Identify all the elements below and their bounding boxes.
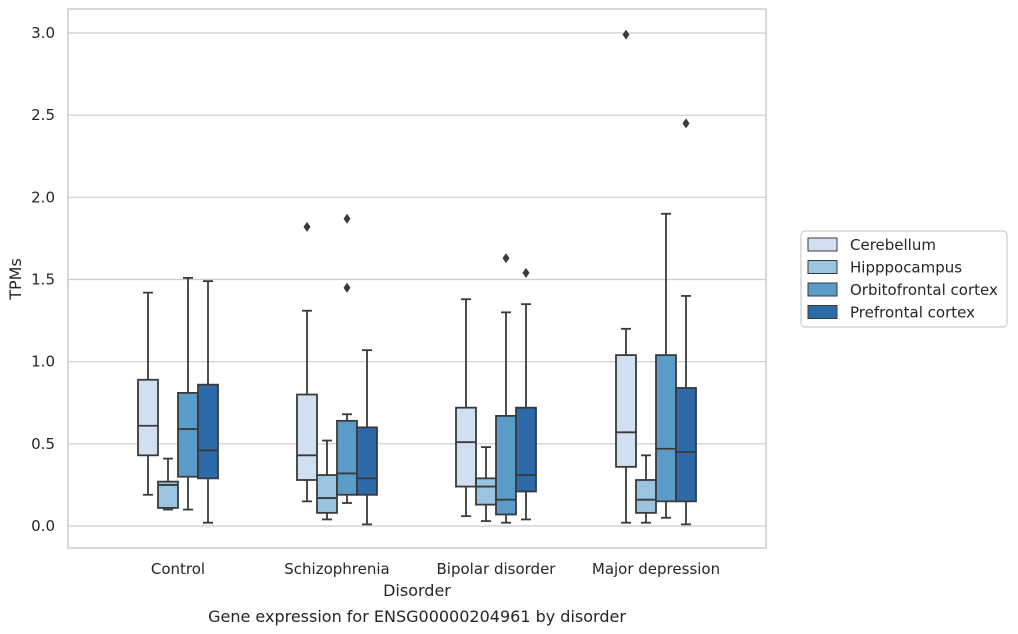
box-iqr — [316, 474, 338, 514]
box-outlier — [622, 29, 630, 40]
box-iqr — [197, 383, 219, 480]
legend-swatch — [807, 305, 838, 319]
box-iqr — [635, 479, 657, 514]
chart-caption: Gene expression for ENSG00000204961 by d… — [208, 607, 626, 626]
x-axis-title: Disorder — [383, 581, 451, 600]
plot-frame — [67, 8, 767, 549]
box-iqr — [356, 426, 378, 496]
legend-label: Prefrontal cortex — [850, 304, 975, 322]
x-tick-label: Control — [151, 560, 205, 578]
y-tick-label: 1.0 — [31, 353, 55, 371]
legend-box — [800, 230, 1008, 328]
box-iqr — [475, 477, 497, 506]
legend-label: Hipppocampus — [850, 259, 962, 277]
legend-swatch — [807, 260, 838, 274]
box-outlier — [682, 118, 690, 129]
y-tick-label: 1.5 — [31, 271, 55, 289]
box-iqr — [336, 419, 358, 496]
box-iqr — [455, 406, 477, 488]
box-iqr — [515, 406, 537, 493]
x-tick-label: Schizophrenia — [284, 560, 389, 578]
y-tick-label: 3.0 — [31, 24, 55, 42]
box-outlier — [343, 282, 351, 293]
y-tick-label: 0.0 — [31, 517, 55, 535]
box-iqr — [157, 480, 179, 509]
legend-label: Cerebellum — [850, 236, 936, 254]
box-outlier — [303, 221, 311, 232]
y-tick-label: 2.5 — [31, 106, 55, 124]
box-outlier — [343, 213, 351, 224]
x-tick-label: Major depression — [592, 560, 720, 578]
legend-swatch — [807, 282, 838, 297]
box-iqr — [675, 387, 697, 503]
y-tick-label: 2.0 — [31, 188, 55, 206]
box-iqr — [655, 354, 677, 503]
y-tick-label: 0.5 — [31, 435, 55, 453]
legend-label: Orbitofrontal cortex — [850, 281, 998, 299]
box-outlier — [522, 267, 530, 278]
legend-swatch — [807, 237, 838, 252]
box-iqr — [296, 393, 318, 481]
x-tick-label: Bipolar disorder — [437, 560, 557, 578]
box-iqr — [177, 391, 199, 478]
box-outlier — [502, 253, 510, 264]
box-iqr — [137, 378, 159, 457]
y-axis-title: TPMs — [6, 258, 25, 301]
box-iqr — [615, 354, 637, 468]
